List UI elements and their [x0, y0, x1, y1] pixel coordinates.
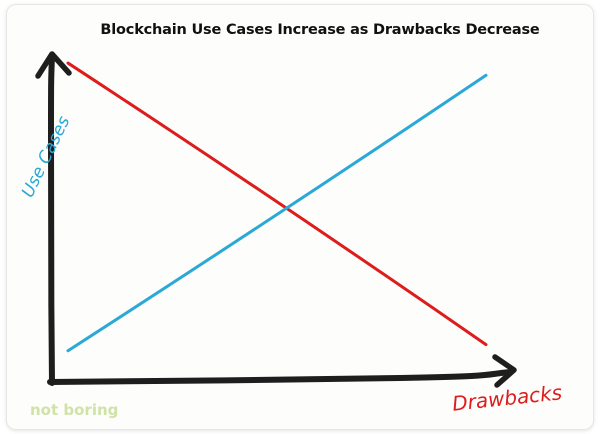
use-cases-series-line — [66, 73, 488, 353]
series-layer — [66, 61, 488, 353]
x-axis — [47, 369, 513, 385]
y-axis-arrowhead — [35, 51, 72, 79]
y-axis — [48, 53, 55, 386]
x-axis-arrowhead — [492, 354, 517, 388]
brand-logo: not boring — [30, 401, 119, 419]
chart-title: Blockchain Use Cases Increase as Drawbac… — [100, 22, 540, 38]
drawbacks-series-line — [66, 61, 488, 347]
